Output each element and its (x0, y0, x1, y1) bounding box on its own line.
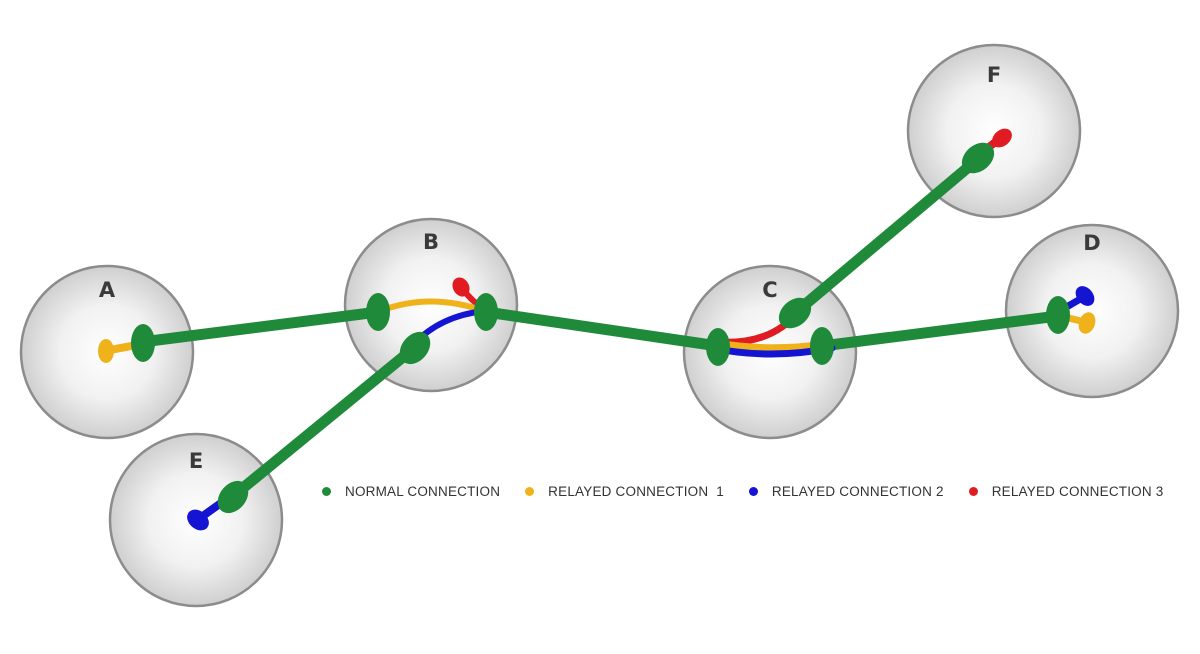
legend-dot-normal (322, 487, 331, 496)
relay3-endpoint-f[interactable] (988, 125, 1015, 151)
connection-a-b[interactable] (136, 306, 384, 348)
port-c-upper (778, 297, 812, 329)
port-d (1046, 296, 1070, 334)
legend-item-relay-2: RELAYED CONNECTION 2 (748, 484, 944, 499)
node-labels: A B C D E F (99, 63, 1101, 473)
legend-item-relay-1: RELAYED CONNECTION 1 (525, 484, 724, 499)
node-label-e: E (189, 449, 203, 473)
normal-connections (136, 153, 1064, 503)
port-c-right (810, 327, 834, 365)
legend-item-normal: NORMAL CONNECTION (322, 484, 500, 499)
node-label-c: C (762, 278, 777, 302)
legend-dot-relay-1 (525, 487, 535, 496)
legend-label-relay-1: RELAYED CONNECTION 1 (548, 484, 724, 499)
legend-label-relay-2: RELAYED CONNECTION 2 (771, 484, 944, 499)
port-b-right (474, 293, 498, 331)
relay1-endpoint-a[interactable] (98, 339, 114, 363)
relay1-endpoint-d[interactable] (1076, 310, 1099, 336)
relay3-endpoint-b[interactable] (449, 274, 473, 299)
connection-c-d[interactable] (816, 310, 1064, 352)
legend-item-relay-3: RELAYED CONNECTION 3 (968, 484, 1164, 499)
connection-e-b[interactable] (226, 342, 420, 503)
relay2-endpoint-e[interactable] (183, 505, 213, 534)
legend-dot-relay-3 (968, 487, 978, 496)
relay1-inside-b[interactable] (377, 298, 487, 314)
legend-label-relay-3: RELAYED CONNECTION 3 (991, 484, 1164, 499)
port-b-left (366, 293, 390, 331)
legend-label-normal: NORMAL CONNECTION (345, 484, 501, 499)
port-a (131, 324, 155, 362)
relay2-endpoint-d[interactable] (1072, 282, 1098, 309)
node-d[interactable] (1004, 223, 1180, 399)
node-label-b: B (423, 230, 439, 254)
node-label-a: A (99, 278, 116, 302)
node-label-f: F (987, 63, 1001, 87)
port-f (961, 142, 995, 174)
port-b-lower (399, 331, 431, 365)
legend-dot-relay-2 (748, 487, 758, 496)
connection-b-c[interactable] (480, 306, 724, 352)
node-f[interactable] (906, 43, 1082, 219)
connection-ports (131, 142, 1070, 514)
connection-c-f[interactable] (789, 153, 984, 319)
node-label-d: D (1083, 231, 1100, 255)
legend: NORMAL CONNECTION RELAYED CONNECTION 1 R… (322, 484, 1188, 499)
port-c-left (706, 328, 730, 366)
node-b[interactable] (343, 217, 519, 393)
node-spheres (19, 43, 1180, 608)
port-e (217, 480, 249, 514)
